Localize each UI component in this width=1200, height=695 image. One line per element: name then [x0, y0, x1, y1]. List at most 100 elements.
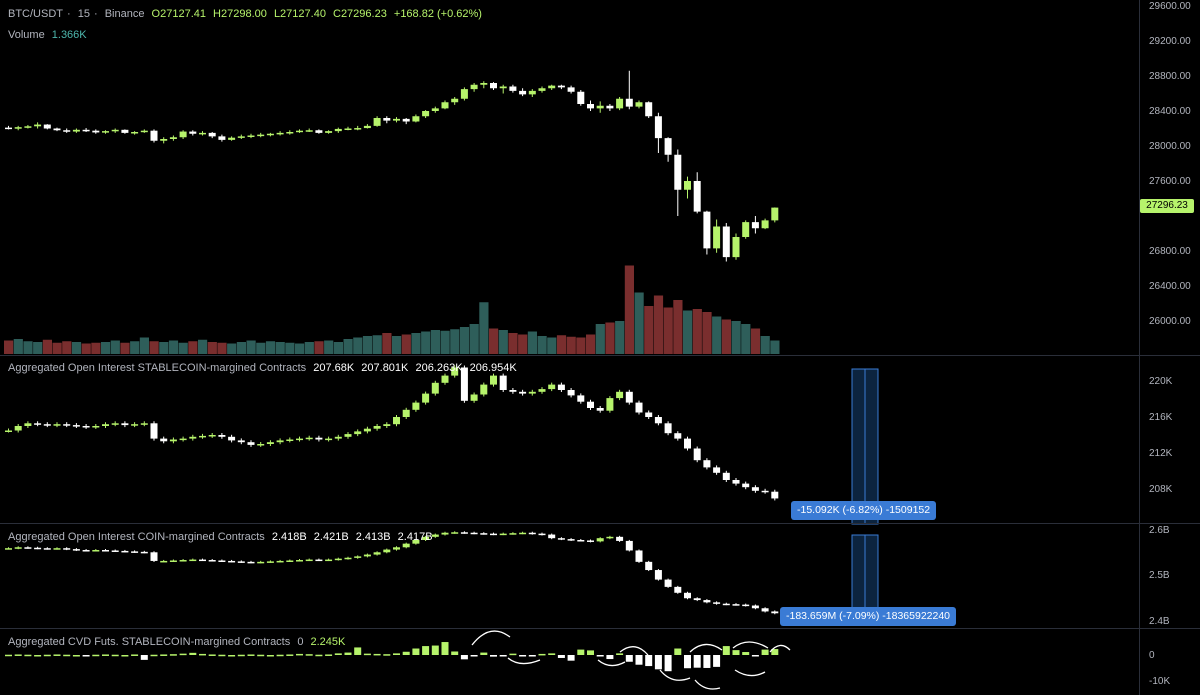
- annotation-arc[interactable]: [507, 657, 541, 665]
- cvd-bar: [616, 653, 624, 655]
- annotation-arc[interactable]: [619, 646, 649, 656]
- volume-bar: [692, 309, 702, 354]
- symbol-label[interactable]: BTC/USDT: [8, 8, 63, 20]
- ohlc-close: C27296.23: [333, 8, 387, 20]
- oi-coin-candle: [296, 559, 303, 562]
- pane-divider[interactable]: [0, 355, 1200, 356]
- cvd-bar: [199, 653, 206, 656]
- annotation-arc[interactable]: [689, 643, 723, 653]
- annotation-arc[interactable]: [471, 630, 511, 646]
- annotation-arc[interactable]: [769, 644, 791, 653]
- annotation-arc[interactable]: [732, 641, 769, 649]
- price-candles: [5, 70, 779, 262]
- price-candle: [761, 218, 769, 230]
- annotation-arc[interactable]: [597, 659, 626, 667]
- oi-coin-candle: [616, 535, 624, 542]
- oi-coin-candle: [674, 585, 682, 594]
- cvd-bar: [5, 654, 12, 657]
- cvd-bar: [208, 654, 216, 656]
- oi-stable-candle: [742, 481, 750, 490]
- oi-coin-candle: [519, 531, 527, 535]
- current-price-tag[interactable]: 27296.23: [1140, 199, 1194, 213]
- volume-bar: [479, 302, 489, 354]
- price-candle: [160, 137, 168, 144]
- oi-stable-candle: [664, 421, 672, 436]
- oi-stable-candle: [528, 389, 536, 396]
- oi-stable-candle: [266, 440, 274, 446]
- annotation-arc[interactable]: [694, 679, 721, 690]
- oi-coin-candle: [431, 533, 439, 538]
- volume-bar: [508, 333, 518, 354]
- measure-range-highlight[interactable]: [851, 368, 879, 525]
- annotation-arc[interactable]: [734, 669, 766, 677]
- oi-coin-candle: [150, 551, 158, 562]
- price-candle: [315, 129, 323, 134]
- annotation-arc[interactable]: [659, 669, 691, 681]
- oi-stable-candle: [519, 389, 527, 396]
- oi-coin-candle: [208, 559, 216, 562]
- oi-coin-candle: [82, 549, 90, 552]
- price-candle: [102, 130, 109, 134]
- cvd-bar: [393, 653, 400, 655]
- volume-label[interactable]: Volume: [8, 29, 45, 41]
- oi-stable-candle: [344, 432, 352, 439]
- price-candle: [276, 131, 284, 136]
- volume-bar: [33, 342, 43, 354]
- measure-range-highlight[interactable]: [851, 534, 879, 621]
- price-candle: [169, 135, 177, 141]
- volume-bar: [576, 337, 586, 354]
- volume-bar: [605, 322, 615, 354]
- oi-coin-candle: [344, 556, 352, 560]
- cvd-bar: [286, 654, 294, 656]
- volume-bar: [52, 342, 62, 354]
- cvd-bar: [732, 650, 740, 655]
- cvd-title[interactable]: Aggregated CVD Futs. STABLECOIN-margined…: [8, 636, 291, 648]
- oi-stable-candle: [771, 489, 779, 501]
- oi-coin-candle: [645, 560, 653, 572]
- oi-coin-candle: [499, 532, 507, 536]
- oi-stable-candle: [422, 391, 430, 405]
- oi-coin-candle: [276, 559, 284, 563]
- price-candle: [150, 129, 158, 143]
- cvd-bar: [34, 655, 42, 657]
- cvd-bar: [431, 645, 439, 655]
- price-candle: [567, 85, 575, 94]
- oi-stable-candle: [315, 435, 323, 442]
- volume-bar: [624, 265, 634, 354]
- oi-coin-candle: [654, 569, 662, 581]
- oi-coin-title[interactable]: Aggregated Open Interest COIN-margined C…: [8, 531, 265, 543]
- volume-bar: [683, 310, 693, 354]
- cvd-bar: [140, 655, 148, 660]
- interval-label[interactable]: 15: [77, 8, 90, 20]
- oi-stable-candle: [63, 422, 71, 428]
- cvd-bar: [179, 653, 187, 656]
- volume-bar: [518, 334, 528, 354]
- pane-divider[interactable]: [0, 523, 1200, 524]
- cvd-bar: [24, 654, 32, 657]
- oi-stable-candle: [635, 400, 643, 415]
- oi-coin-candle: [247, 560, 255, 564]
- price-candle: [121, 129, 129, 134]
- oi-coin-candle: [771, 610, 779, 615]
- oi-stable-candle: [557, 382, 565, 392]
- oi-stable-candle: [393, 415, 400, 427]
- oi-stable-candle: [208, 433, 216, 438]
- volume-bar: [304, 342, 314, 354]
- cvd-bar: [363, 653, 371, 656]
- oi-stable-candle: [373, 424, 381, 431]
- pane-divider[interactable]: [0, 628, 1200, 629]
- price-candle: [92, 129, 100, 134]
- volume-bar: [653, 295, 664, 354]
- volume-bar: [101, 342, 111, 354]
- oi-coin-candle: [24, 546, 32, 549]
- cvd-bar: [451, 651, 459, 655]
- volume-bar: [537, 336, 547, 354]
- price-candle: [247, 133, 255, 139]
- price-candle: [538, 86, 546, 93]
- oi-stable-title[interactable]: Aggregated Open Interest STABLECOIN-marg…: [8, 362, 307, 374]
- cvd-bar: [538, 653, 546, 656]
- oi-stable-candle: [296, 436, 303, 442]
- price-candle: [228, 136, 236, 141]
- oi-stable-candle: [674, 431, 682, 441]
